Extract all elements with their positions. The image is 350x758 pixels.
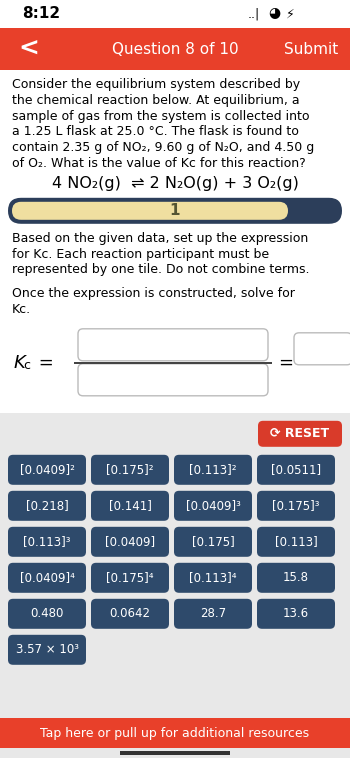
FancyBboxPatch shape xyxy=(174,455,252,485)
FancyBboxPatch shape xyxy=(12,202,288,220)
Text: 1: 1 xyxy=(170,203,180,218)
FancyBboxPatch shape xyxy=(91,490,169,521)
FancyBboxPatch shape xyxy=(8,198,342,224)
FancyBboxPatch shape xyxy=(258,421,342,446)
Text: =: = xyxy=(278,354,293,372)
Text: 28.7: 28.7 xyxy=(200,607,226,620)
Text: a 1.25 L flask at 25.0 °C. The flask is found to: a 1.25 L flask at 25.0 °C. The flask is … xyxy=(12,125,299,139)
Text: of O₂. What is the value of Kc for this reaction?: of O₂. What is the value of Kc for this … xyxy=(12,157,306,170)
Text: =: = xyxy=(33,354,54,372)
Text: [0.175]²: [0.175]² xyxy=(106,463,154,476)
Text: [0.0511]: [0.0511] xyxy=(271,463,321,476)
Text: [0.113]: [0.113] xyxy=(275,535,317,548)
Text: [0.175]³: [0.175]³ xyxy=(272,500,320,512)
Text: 0.0642: 0.0642 xyxy=(110,607,150,620)
Text: Consider the equilibrium system described by: Consider the equilibrium system describe… xyxy=(12,78,300,91)
FancyBboxPatch shape xyxy=(91,455,169,485)
Text: 8:12: 8:12 xyxy=(22,7,60,21)
Text: <: < xyxy=(18,37,39,61)
Text: Tap here or pull up for additional resources: Tap here or pull up for additional resou… xyxy=(41,726,309,740)
FancyBboxPatch shape xyxy=(257,599,335,629)
Text: [0.113]⁴: [0.113]⁴ xyxy=(189,572,237,584)
Bar xyxy=(0,28,350,70)
FancyBboxPatch shape xyxy=(91,562,169,593)
FancyBboxPatch shape xyxy=(174,527,252,557)
Text: represented by one tile. Do not combine terms.: represented by one tile. Do not combine … xyxy=(12,263,309,277)
FancyBboxPatch shape xyxy=(257,455,335,485)
FancyBboxPatch shape xyxy=(174,599,252,629)
Text: sample of gas from the system is collected into: sample of gas from the system is collect… xyxy=(12,110,309,123)
FancyBboxPatch shape xyxy=(257,490,335,521)
Text: for Kc. Each reaction participant must be: for Kc. Each reaction participant must b… xyxy=(12,248,269,261)
Text: the chemical reaction below. At equilibrium, a: the chemical reaction below. At equilibr… xyxy=(12,94,300,107)
FancyBboxPatch shape xyxy=(8,455,86,485)
FancyBboxPatch shape xyxy=(8,562,86,593)
Text: contain 2.35 g of NO₂, 9.60 g of N₂O, and 4.50 g: contain 2.35 g of NO₂, 9.60 g of N₂O, an… xyxy=(12,141,314,154)
FancyBboxPatch shape xyxy=(91,599,169,629)
Text: [0.175]⁴: [0.175]⁴ xyxy=(106,572,154,584)
Text: [0.0409]: [0.0409] xyxy=(105,535,155,548)
Text: 0.480: 0.480 xyxy=(30,607,64,620)
FancyBboxPatch shape xyxy=(78,329,268,361)
Text: c: c xyxy=(23,359,30,372)
Text: ◕: ◕ xyxy=(268,6,280,20)
FancyBboxPatch shape xyxy=(78,364,268,396)
Bar xyxy=(120,751,230,755)
Text: 13.6: 13.6 xyxy=(283,607,309,620)
Text: 15.8: 15.8 xyxy=(283,572,309,584)
Text: [0.141]: [0.141] xyxy=(108,500,152,512)
Text: K: K xyxy=(14,354,26,372)
Text: [0.0409]⁴: [0.0409]⁴ xyxy=(20,572,75,584)
Text: [0.0409]³: [0.0409]³ xyxy=(186,500,240,512)
FancyBboxPatch shape xyxy=(8,490,86,521)
Text: [0.113]²: [0.113]² xyxy=(189,463,237,476)
Text: Kc.: Kc. xyxy=(12,303,31,316)
Bar xyxy=(0,0,350,28)
Text: Submit: Submit xyxy=(284,42,338,57)
FancyBboxPatch shape xyxy=(257,527,335,557)
Text: ⟳ RESET: ⟳ RESET xyxy=(271,428,330,440)
FancyBboxPatch shape xyxy=(257,562,335,593)
Text: [0.218]: [0.218] xyxy=(26,500,68,512)
Text: Once the expression is constructed, solve for: Once the expression is constructed, solv… xyxy=(12,287,295,300)
Text: 3.57 × 10³: 3.57 × 10³ xyxy=(15,644,78,656)
FancyBboxPatch shape xyxy=(8,527,86,557)
Text: [0.0409]²: [0.0409]² xyxy=(20,463,75,476)
Text: 4 NO₂(g)  ⇌ 2 N₂O(g) + 3 O₂(g): 4 NO₂(g) ⇌ 2 N₂O(g) + 3 O₂(g) xyxy=(51,176,299,191)
Text: Based on the given data, set up the expression: Based on the given data, set up the expr… xyxy=(12,232,308,245)
Bar xyxy=(74,362,272,364)
FancyBboxPatch shape xyxy=(8,599,86,629)
FancyBboxPatch shape xyxy=(91,527,169,557)
FancyBboxPatch shape xyxy=(174,490,252,521)
Text: ⚡: ⚡ xyxy=(286,8,295,20)
FancyBboxPatch shape xyxy=(174,562,252,593)
FancyBboxPatch shape xyxy=(8,634,86,665)
Text: [0.113]³: [0.113]³ xyxy=(23,535,71,548)
Text: [0.175]: [0.175] xyxy=(192,535,234,548)
Text: ..|: ..| xyxy=(248,8,260,20)
Bar xyxy=(0,718,350,748)
Text: Question 8 of 10: Question 8 of 10 xyxy=(112,42,238,57)
Bar xyxy=(0,413,350,758)
FancyBboxPatch shape xyxy=(294,333,350,365)
